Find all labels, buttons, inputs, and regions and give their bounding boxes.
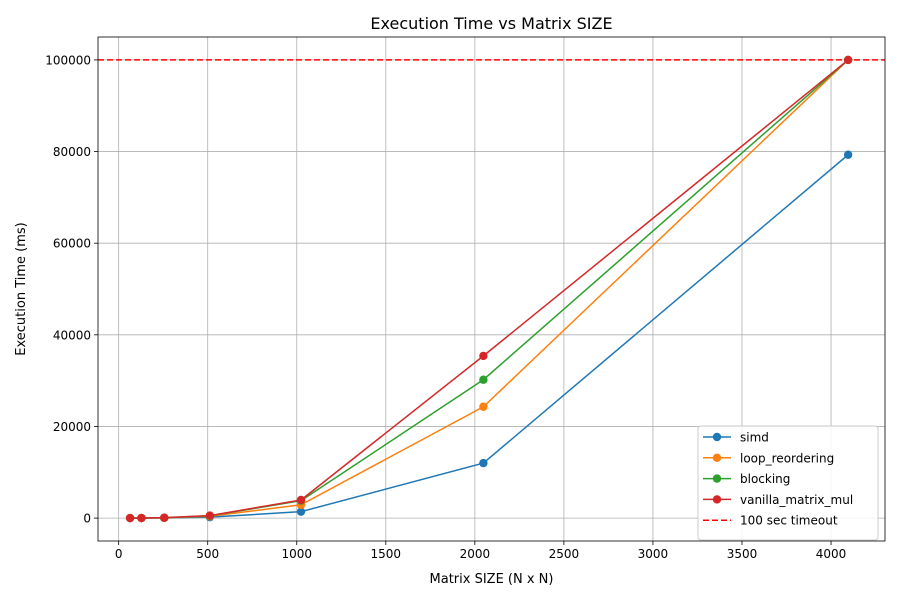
data-point-vanilla_matrix_mul [296, 495, 306, 505]
data-point-vanilla_matrix_mul [479, 351, 488, 361]
x-tick-label: 3000 [638, 547, 669, 561]
y-tick-label: 20000 [53, 420, 91, 434]
x-tick-label: 2500 [549, 547, 580, 561]
data-point-vanilla_matrix_mul [843, 55, 853, 65]
y-axis-label: Execution Time (ms) [14, 222, 29, 355]
axes-frame [97, 36, 886, 542]
legend-label: vanilla_matrix_mul [740, 493, 853, 507]
legend: simd loop_reordering blocking vanilla_matri… [697, 425, 879, 541]
y-tick-label: 40000 [53, 328, 91, 342]
data-point-blocking [479, 375, 488, 384]
legend-label: simd [740, 431, 769, 445]
data-point-vanilla_matrix_mul [125, 513, 135, 523]
x-tick-label: 4000 [816, 547, 847, 561]
x-tick-label: 1500 [371, 547, 402, 561]
series-lines [125, 55, 853, 523]
data-point-vanilla_matrix_mul [160, 513, 169, 522]
x-tick-label: 1000 [281, 547, 312, 561]
x-tick-label: 500 [196, 547, 219, 561]
legend-label: loop_reordering [740, 451, 834, 465]
data-point-simd [843, 150, 853, 159]
data-point-simd [296, 507, 306, 516]
axis-ticks: 0 500 1000 1500 2000 2500 3000 3500 400002000040… [45, 53, 846, 561]
data-point-vanilla_matrix_mul [205, 511, 215, 520]
y-tick-label: 80000 [53, 145, 91, 159]
legend-swatch-marker [712, 453, 722, 462]
x-tick-label: 3500 [727, 547, 758, 561]
legend-box [697, 425, 879, 541]
y-tick-label: 0 [83, 512, 91, 526]
legend-swatch-marker [712, 474, 722, 483]
legend-swatch-marker [712, 432, 722, 442]
legend-label: 100 sec timeout [740, 514, 838, 528]
x-tick-label: 0 [115, 547, 123, 561]
legend-label: blocking [740, 472, 790, 486]
x-tick-label: 2000 [460, 547, 491, 561]
x-axis-label: Matrix SIZE (N x N) [430, 572, 554, 587]
data-point-loop_reordering [479, 402, 488, 411]
chart-title: Execution Time vs Matrix SIZE [370, 14, 612, 33]
data-point-vanilla_matrix_mul [137, 513, 146, 523]
legend-swatch-marker [712, 495, 722, 504]
y-tick-label: 60000 [53, 237, 91, 251]
y-tick-label: 100000 [45, 53, 91, 67]
data-point-simd [479, 458, 488, 468]
